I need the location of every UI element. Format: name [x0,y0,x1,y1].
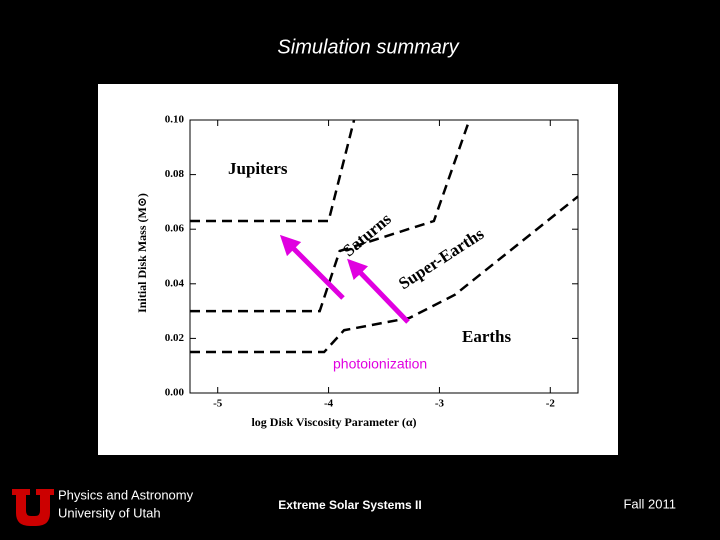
department-line: University of Utah [58,505,161,520]
y-axis-label: Initial Disk Mass (M⊙) [135,193,149,313]
y-tick-label: 0.00 [165,387,185,399]
region-label: photoionization [333,356,427,372]
boundary-line [190,119,356,223]
utah-logo [12,489,54,526]
boundary-line [190,195,579,354]
x-tick-label: -5 [213,398,223,410]
y-tick-label: 0.10 [165,114,185,126]
region-label: Earths [462,327,512,346]
y-tick-label: 0.08 [165,168,185,180]
logo-u [12,489,54,526]
boundary-line [190,119,471,313]
plot-frame [189,119,579,394]
y-tick-label: 0.02 [165,332,185,344]
x-tick-label: -3 [435,398,445,410]
arrow [347,258,410,324]
arrow [279,234,345,300]
x-tick-label: -2 [546,398,556,410]
department-line: Physics and Astronomy [58,487,194,502]
region-label: Jupiters [228,159,288,178]
y-tick-label: 0.04 [165,277,185,289]
y-tick-label: 0.06 [165,223,185,235]
event-name: Extreme Solar Systems II [278,498,421,512]
x-axis-label: log Disk Viscosity Parameter (α) [251,415,416,429]
x-tick-label: -4 [324,398,334,410]
slide-title: Simulation summary [277,36,459,58]
date: Fall 2011 [623,496,676,511]
